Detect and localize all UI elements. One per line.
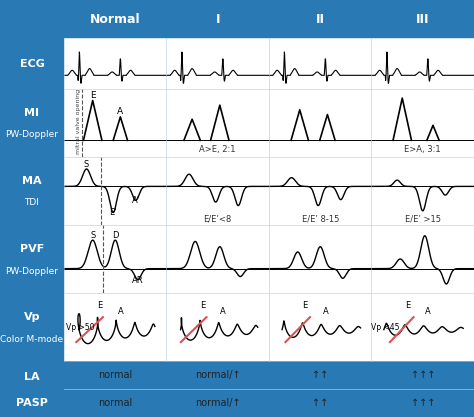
Text: PW-Doppler: PW-Doppler — [6, 131, 58, 139]
Polygon shape — [393, 98, 411, 141]
Text: Vp: Vp — [24, 311, 40, 322]
Text: E: E — [97, 301, 102, 310]
Text: D: D — [112, 231, 118, 240]
Text: TDI: TDI — [25, 198, 39, 208]
Text: A: A — [425, 307, 431, 316]
Text: ECG: ECG — [19, 58, 45, 68]
Text: E: E — [90, 91, 95, 100]
Text: ↑↑: ↑↑ — [312, 398, 328, 408]
Text: normal: normal — [98, 398, 132, 408]
Text: normal/↑: normal/↑ — [195, 370, 241, 380]
Text: Normal: Normal — [90, 13, 141, 26]
Text: E: E — [302, 301, 308, 310]
Text: I: I — [216, 13, 220, 26]
Text: A: A — [322, 307, 328, 316]
Text: III: III — [416, 13, 429, 26]
Text: S: S — [90, 231, 95, 240]
Polygon shape — [210, 105, 229, 141]
Text: A: A — [220, 307, 226, 316]
Text: ↑↑↑: ↑↑↑ — [410, 398, 435, 408]
Text: Vp <45: Vp <45 — [372, 323, 400, 332]
Polygon shape — [320, 115, 335, 141]
Text: E': E' — [109, 208, 117, 217]
Text: E>A, 3:1: E>A, 3:1 — [404, 145, 441, 154]
Text: E: E — [200, 301, 205, 310]
Text: ↑↑↑: ↑↑↑ — [410, 370, 435, 380]
Text: E: E — [405, 301, 410, 310]
Text: A': A' — [132, 196, 140, 205]
Text: A>E, 2:1: A>E, 2:1 — [200, 145, 236, 154]
Text: Vp >50: Vp >50 — [66, 323, 94, 332]
Text: PW-Doppler: PW-Doppler — [6, 266, 58, 276]
Text: Color M-mode: Color M-mode — [0, 334, 64, 344]
Text: S: S — [84, 160, 89, 169]
Polygon shape — [427, 126, 439, 141]
Text: normal: normal — [98, 370, 132, 380]
Text: II: II — [316, 13, 325, 26]
Text: E/E’ >15: E/E’ >15 — [405, 214, 441, 223]
Polygon shape — [113, 117, 128, 141]
Text: AR: AR — [132, 276, 144, 285]
Text: A: A — [117, 107, 123, 116]
Polygon shape — [83, 100, 102, 141]
Text: E/E’<8: E/E’<8 — [204, 214, 232, 223]
Text: MA: MA — [22, 176, 42, 186]
Polygon shape — [184, 119, 201, 141]
Text: E/E’ 8-15: E/E’ 8-15 — [301, 214, 339, 223]
Text: MI: MI — [25, 108, 39, 118]
Polygon shape — [291, 110, 309, 141]
Text: PVF: PVF — [20, 244, 44, 254]
Text: PASP: PASP — [16, 398, 48, 408]
Text: ↑↑: ↑↑ — [312, 370, 328, 380]
Text: mitral valve opening: mitral valve opening — [76, 89, 81, 154]
Text: A: A — [118, 307, 123, 316]
Text: LA: LA — [24, 372, 40, 382]
Text: normal/↑: normal/↑ — [195, 398, 241, 408]
